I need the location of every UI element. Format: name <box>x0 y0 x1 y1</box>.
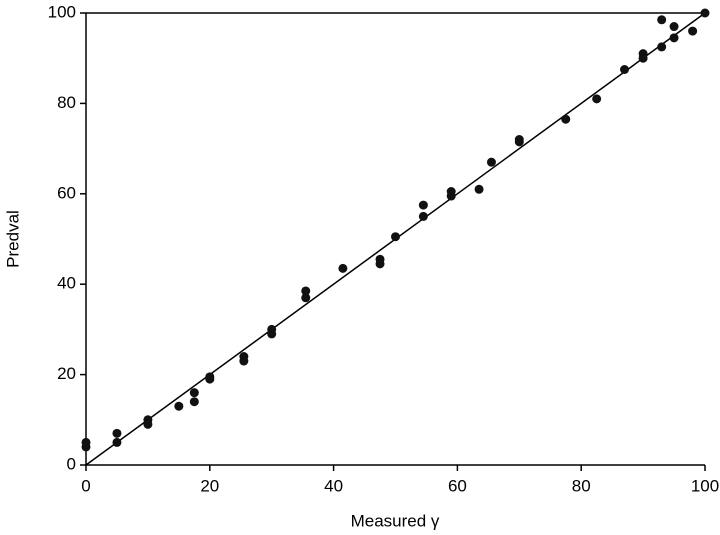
point <box>514 137 524 147</box>
x-tick-label: 20 <box>200 476 219 495</box>
point <box>174 401 184 411</box>
point <box>669 22 679 32</box>
point <box>657 15 667 25</box>
x-tick-label: 80 <box>572 476 591 495</box>
point <box>239 356 249 366</box>
y-tick-label: 80 <box>57 93 76 112</box>
point <box>112 437 122 447</box>
point <box>688 26 698 36</box>
x-tick-label: 60 <box>448 476 467 495</box>
x-tick-label: 100 <box>691 476 719 495</box>
point <box>189 388 199 398</box>
point <box>486 157 496 167</box>
point <box>301 286 311 296</box>
y-axis-label: Predval <box>3 210 22 268</box>
point <box>638 53 648 63</box>
point <box>561 114 571 124</box>
point <box>669 33 679 43</box>
point <box>446 191 456 201</box>
point <box>112 428 122 438</box>
y-tick-label: 0 <box>67 454 76 473</box>
y-tick-label: 20 <box>57 364 76 383</box>
y-tick-label: 40 <box>57 274 76 293</box>
point <box>205 374 215 384</box>
point <box>338 263 348 273</box>
point <box>189 397 199 407</box>
x-tick-label: 40 <box>324 476 343 495</box>
point <box>700 8 710 18</box>
y-tick-label: 60 <box>57 183 76 202</box>
point <box>418 211 428 221</box>
x-axis-label: Measured γ <box>351 511 440 530</box>
y-tick-label: 100 <box>48 2 76 21</box>
point <box>391 232 400 242</box>
point <box>375 259 385 269</box>
point <box>474 184 484 194</box>
point <box>418 200 428 210</box>
point <box>267 329 277 339</box>
point <box>657 42 667 52</box>
x-tick-label: 0 <box>81 476 90 495</box>
point <box>592 94 602 104</box>
point <box>620 65 630 74</box>
point <box>301 293 311 303</box>
point <box>81 442 91 452</box>
point <box>143 419 153 429</box>
